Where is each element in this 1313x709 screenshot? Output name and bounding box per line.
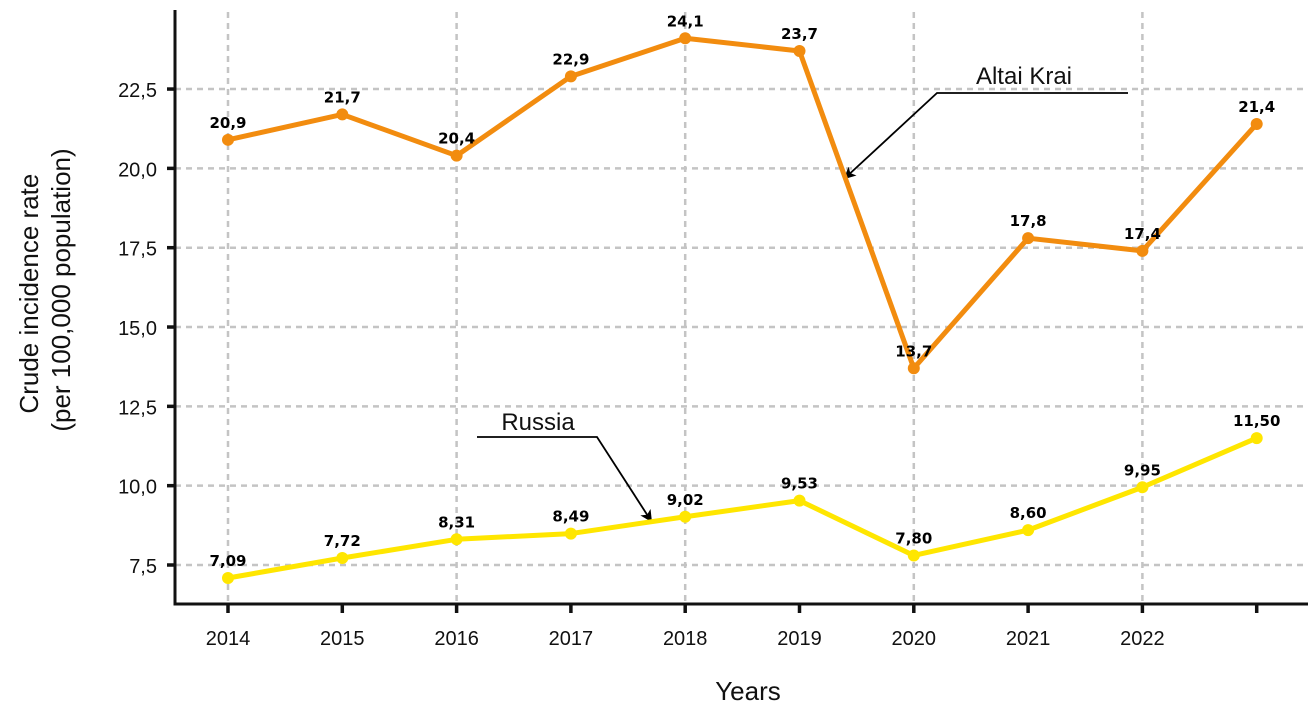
data-label-altai-krai: 17,8	[1010, 212, 1047, 230]
data-label-altai-krai: 23,7	[781, 25, 818, 43]
y-tick-label: 22,5	[118, 80, 157, 102]
data-point-russia	[1250, 432, 1263, 445]
data-point-russia	[336, 552, 349, 565]
y-tick-label: 7,5	[129, 556, 157, 578]
data-label-russia: 7,80	[895, 529, 932, 547]
data-label-altai-krai: 13,7	[895, 342, 932, 360]
data-point-altai-krai	[907, 362, 920, 375]
x-axis-title: Years	[715, 676, 781, 706]
x-tick-label: 2020	[892, 628, 937, 650]
data-point-altai-krai	[1022, 232, 1035, 245]
series-line-altai-krai	[225, 35, 1260, 371]
series-line-russia	[225, 435, 1260, 581]
grid	[175, 12, 1308, 604]
data-point-russia	[450, 533, 463, 546]
data-point-altai-krai	[222, 133, 234, 146]
data-point-russia	[907, 549, 920, 562]
annotations: Altai Krai Russia	[477, 63, 1128, 523]
data-label-altai-krai: 20,9	[209, 114, 246, 132]
data-label-russia: 8,60	[1010, 504, 1047, 522]
data-label-russia: 8,49	[552, 508, 589, 526]
annotation-arrow-russia	[477, 436, 652, 523]
series	[222, 32, 1263, 585]
y-axis-title-line-1: Crude incidence rate	[14, 174, 44, 414]
data-point-russia	[222, 572, 234, 585]
x-tick-label: 2014	[206, 628, 251, 650]
y-tick-label: 17,5	[118, 239, 157, 261]
data-point-altai-krai	[1136, 244, 1149, 257]
annotation-label-altai-krai: Altai Krai	[976, 63, 1072, 90]
data-label-altai-krai: 24,1	[667, 12, 704, 30]
data-label-altai-krai: 22,9	[552, 50, 589, 68]
x-tick-label: 2016	[434, 628, 479, 650]
x-tick-label: 2015	[320, 628, 365, 650]
y-tick-label: 20,0	[118, 159, 157, 181]
annotation-arrow-altai-krai	[843, 92, 1128, 180]
annotation-label-russia: Russia	[501, 409, 575, 436]
data-point-russia	[793, 494, 806, 507]
y-tick-label: 15,0	[118, 318, 157, 340]
data-point-altai-krai	[336, 108, 349, 121]
data-label-russia: 11,50	[1233, 412, 1280, 430]
x-tick-label: 2017	[549, 628, 594, 650]
data-point-altai-krai	[679, 32, 692, 45]
data-labels: 20,9 21,7 20,4 22,9 24,1 23,7 13,7 17,8 17,4 21,4…	[209, 12, 1280, 570]
y-tick-label: 10,0	[118, 477, 157, 499]
data-point-russia	[1022, 524, 1035, 537]
data-point-altai-krai	[564, 70, 577, 83]
x-tick-label: 2022	[1120, 628, 1165, 650]
data-label-altai-krai: 21,4	[1238, 98, 1275, 116]
data-label-russia: 7,09	[209, 552, 246, 570]
axes: 7,5 10,0 12,5 15,0 17,5 20,0 22,5 2014 2015 2016 2…	[118, 10, 1308, 650]
data-point-altai-krai	[450, 149, 463, 162]
data-point-russia	[679, 510, 692, 523]
data-label-russia: 9,02	[667, 491, 704, 509]
data-label-russia: 8,31	[438, 513, 475, 531]
y-tick-label: 12,5	[118, 397, 157, 419]
data-label-altai-krai: 17,4	[1124, 225, 1161, 243]
data-label-russia: 9,95	[1124, 461, 1161, 479]
data-label-altai-krai: 21,7	[324, 88, 361, 106]
data-label-russia: 9,53	[781, 475, 818, 493]
data-point-altai-krai	[1250, 117, 1263, 130]
data-point-altai-krai	[793, 44, 806, 57]
y-axis-title-line-2: (per 100,000 population)	[46, 148, 76, 431]
data-point-russia	[1136, 481, 1149, 494]
y-axis-title: Crude incidence rate (per 100,000 popula…	[14, 148, 76, 431]
data-label-altai-krai: 20,4	[438, 130, 475, 148]
x-tick-label: 2019	[777, 628, 822, 650]
data-point-russia	[564, 527, 577, 540]
data-label-russia: 7,72	[324, 532, 361, 550]
x-tick-label: 2021	[1006, 628, 1051, 650]
x-tick-label: 2018	[663, 628, 708, 650]
